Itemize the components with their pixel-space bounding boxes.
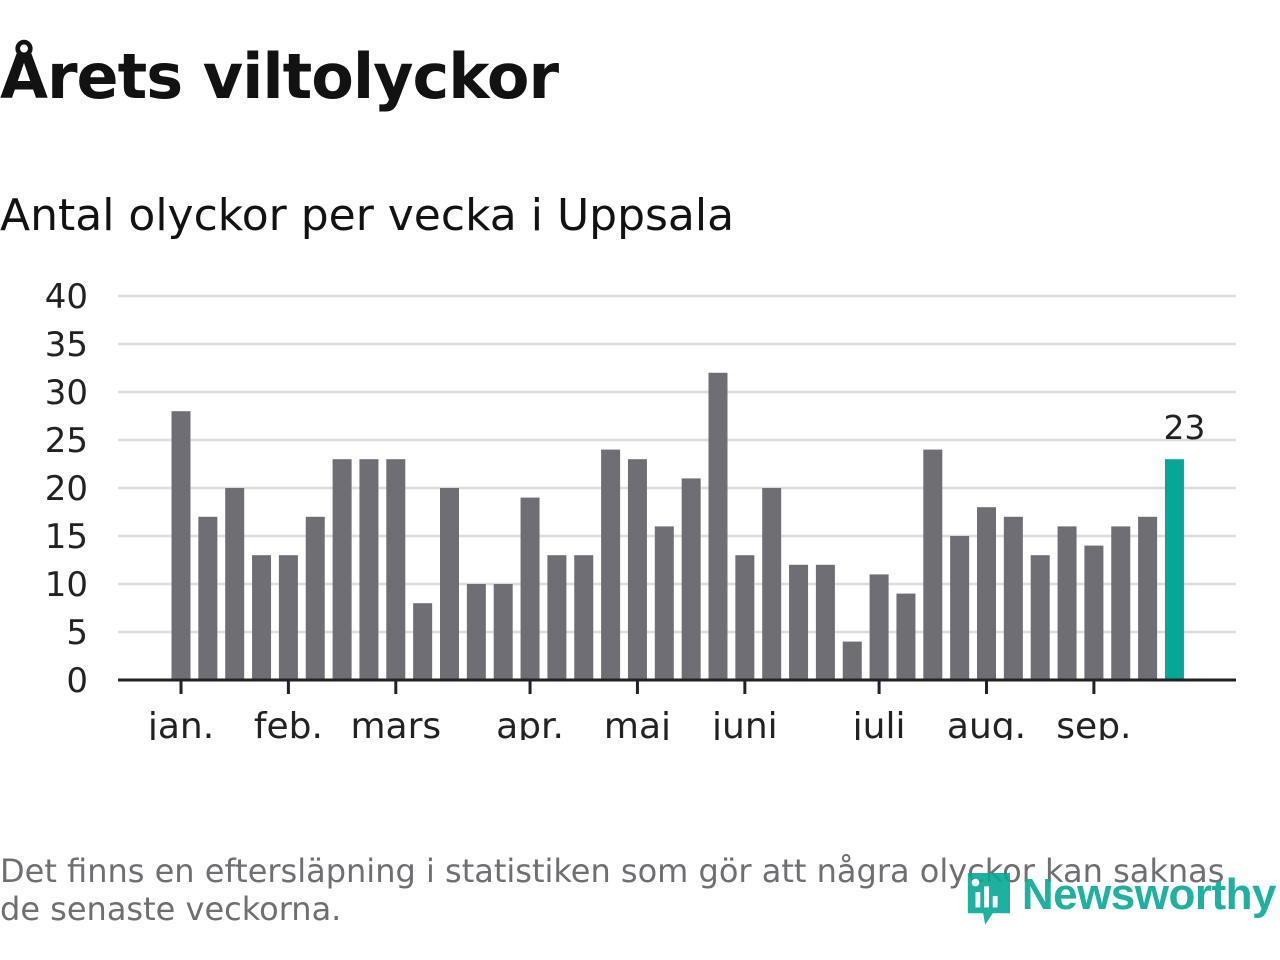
x-tick-label: apr. (496, 706, 564, 740)
bar (574, 555, 594, 680)
bar (923, 449, 943, 680)
bar-highlight (1164, 459, 1184, 680)
bar (627, 459, 647, 680)
newsworthy-logo-icon (967, 872, 1010, 925)
bar (278, 555, 298, 680)
x-tick-label: jan. (147, 706, 214, 740)
x-tick-label: juni (711, 706, 778, 740)
bar (520, 497, 540, 680)
bar (1030, 555, 1050, 680)
bar (547, 555, 567, 680)
bar (225, 488, 245, 680)
x-tick-label: feb. (254, 706, 323, 740)
bar (869, 574, 889, 680)
y-tick-label: 30 (45, 373, 88, 413)
bar (252, 555, 272, 680)
bars (171, 372, 1184, 680)
bar (654, 526, 674, 680)
x-axis: jan. feb. mars apr. maj juni juli aug. sep. (118, 678, 1236, 740)
bar (950, 536, 970, 680)
x-tick-label: mars (350, 706, 441, 740)
y-axis-ticks: 0 5 10 15 20 25 30 35 40 (45, 277, 88, 701)
newsworthy-logo: Newsworthy (964, 862, 1277, 928)
bar-chart: 0 5 10 15 20 25 30 35 40 jan. feb. mars apr. maj juni… (45, 277, 1236, 740)
bar (1057, 526, 1077, 680)
y-tick-label: 25 (45, 421, 88, 461)
x-tick-label: aug. (947, 706, 1026, 740)
x-tick-label: maj (604, 706, 671, 740)
bar (332, 459, 352, 680)
bar (493, 584, 513, 680)
bar (440, 488, 459, 680)
y-tick-label: 15 (45, 517, 88, 557)
bar (762, 488, 782, 680)
bar (896, 593, 916, 680)
footnote: Det finns en eftersläpning i statistiken… (0, 852, 1225, 928)
bar (681, 478, 701, 680)
bar (466, 584, 486, 680)
x-tick-label: sep. (1056, 706, 1131, 740)
bar (171, 411, 191, 680)
bar (1138, 516, 1158, 680)
bar (1003, 516, 1023, 680)
x-tick-label: juli (852, 706, 906, 740)
chart-title: Årets viltolyckor (0, 40, 559, 113)
newsworthy-logo-text: Newsworthy (1021, 870, 1277, 919)
bar (198, 516, 218, 680)
y-tick-label: 20 (45, 469, 88, 509)
gridlines (118, 294, 1236, 634)
highlight-value-label: 23 (1163, 408, 1205, 447)
data-labels: 23 (1163, 408, 1205, 447)
bar (977, 507, 996, 680)
bar (842, 641, 862, 680)
bar (413, 603, 433, 680)
bar (789, 564, 809, 680)
bar (305, 516, 325, 680)
bar (601, 449, 621, 680)
bar (708, 372, 728, 680)
bar (386, 459, 406, 680)
bar (1084, 545, 1104, 680)
y-tick-label: 35 (45, 325, 88, 365)
bar (815, 564, 835, 680)
y-tick-label: 5 (66, 613, 88, 653)
y-tick-label: 10 (45, 565, 88, 605)
bar (359, 459, 379, 680)
y-tick-label: 40 (45, 277, 88, 317)
chart-subtitle: Antal olyckor per vecka i Uppsala (0, 190, 735, 241)
y-tick-label: 0 (66, 661, 88, 701)
bar (1111, 526, 1131, 680)
bar (735, 555, 755, 680)
